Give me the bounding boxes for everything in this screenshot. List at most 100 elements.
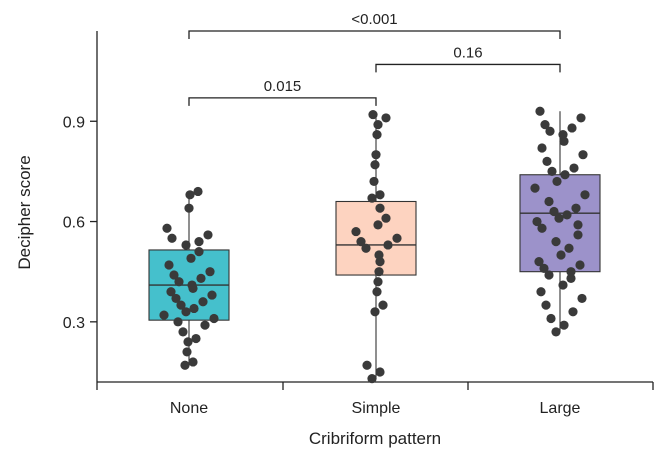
p-value-label: 0.16 <box>453 44 482 61</box>
data-point <box>378 300 388 310</box>
data-point <box>375 190 385 200</box>
data-point <box>187 280 197 290</box>
data-point <box>203 230 213 240</box>
data-point <box>571 203 581 213</box>
data-point <box>166 287 176 297</box>
data-point <box>180 360 190 370</box>
data-point <box>569 163 579 173</box>
data-point <box>576 113 586 123</box>
p-value-label: <0.001 <box>351 11 397 28</box>
data-point <box>374 250 384 260</box>
data-point <box>368 109 378 120</box>
data-point <box>373 277 383 287</box>
data-point <box>174 277 184 287</box>
data-point <box>371 150 381 160</box>
data-point <box>544 196 554 207</box>
data-point <box>551 237 561 247</box>
data-point <box>194 237 204 247</box>
data-point <box>568 307 578 317</box>
data-point <box>209 313 219 324</box>
x-tick-label-none: None <box>170 400 208 417</box>
data-point <box>573 230 583 240</box>
p-value-label: 0.015 <box>264 78 302 95</box>
data-point <box>580 190 590 200</box>
data-point <box>375 203 385 213</box>
data-point <box>564 243 574 253</box>
data-point <box>205 267 215 277</box>
data-point <box>162 223 172 233</box>
data-point <box>558 130 568 140</box>
data-point <box>549 206 559 217</box>
data-point <box>530 183 540 193</box>
data-point <box>362 360 372 370</box>
data-point <box>361 243 371 253</box>
data-point <box>547 166 557 176</box>
data-point <box>188 357 198 367</box>
data-point <box>164 260 174 270</box>
data-point <box>532 216 542 227</box>
data-point <box>207 290 217 300</box>
data-point <box>185 190 195 200</box>
data-point <box>559 320 569 330</box>
data-point <box>159 310 169 320</box>
data-point <box>367 374 377 384</box>
data-point <box>372 287 382 297</box>
data-point <box>381 113 391 123</box>
data-point <box>375 367 385 377</box>
data-point <box>546 313 556 324</box>
data-point <box>556 250 566 260</box>
data-point <box>534 257 544 267</box>
data-point <box>537 223 547 233</box>
data-point <box>367 193 377 203</box>
y-axis-title: Decipher score <box>15 155 34 269</box>
data-point <box>562 210 572 220</box>
data-point <box>169 270 179 280</box>
data-point <box>542 156 552 166</box>
data-point <box>552 176 562 187</box>
significance-bracket <box>375 63 561 73</box>
data-point <box>189 303 199 314</box>
data-point <box>173 317 183 327</box>
y-tick-label: 0.9 <box>63 114 85 131</box>
data-point <box>181 307 191 317</box>
data-point <box>535 106 545 116</box>
data-point <box>198 297 208 307</box>
data-point <box>183 337 193 347</box>
x-tick-label-large: Large <box>540 400 581 417</box>
data-point <box>184 203 194 213</box>
data-point <box>181 240 191 250</box>
data-point <box>577 293 587 304</box>
data-point <box>560 170 570 180</box>
data-point <box>536 287 546 297</box>
x-tick-label-simple: Simple <box>352 400 401 417</box>
data-point <box>575 260 585 270</box>
data-point <box>544 270 554 280</box>
data-point <box>370 160 380 170</box>
significance-bracket <box>188 30 561 39</box>
data-point <box>539 263 549 273</box>
data-point <box>566 273 576 283</box>
box-simple <box>335 200 417 276</box>
data-point <box>372 130 382 140</box>
data-point <box>351 226 361 237</box>
data-point <box>566 267 576 277</box>
data-point <box>176 300 186 310</box>
data-point <box>551 327 561 337</box>
data-point <box>370 307 380 317</box>
data-point <box>193 186 203 197</box>
data-point <box>182 347 192 357</box>
data-point <box>567 123 577 133</box>
data-point <box>554 213 564 223</box>
data-point <box>191 333 201 344</box>
data-point <box>178 327 188 337</box>
data-point <box>558 280 568 290</box>
data-point <box>540 120 550 130</box>
data-point <box>196 273 206 283</box>
data-point <box>541 300 551 310</box>
data-point <box>171 293 181 304</box>
data-point <box>369 176 379 187</box>
data-point <box>194 247 204 257</box>
data-point <box>200 320 210 330</box>
significance-bracket <box>188 97 377 106</box>
